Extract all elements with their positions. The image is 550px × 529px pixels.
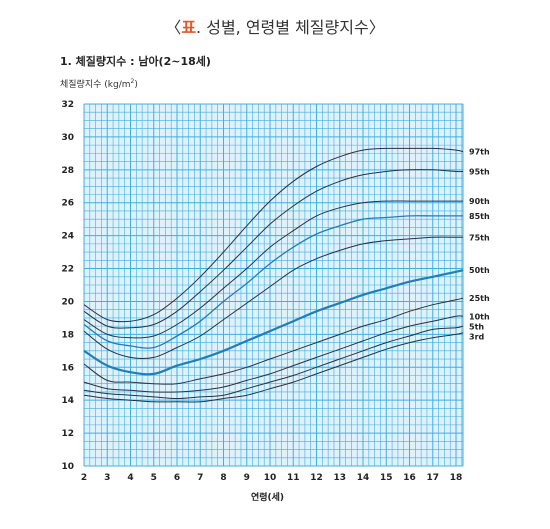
curve-90th: [83, 200, 463, 339]
y-axis-title-sup: 2: [130, 78, 135, 85]
y-tick-26: 26: [61, 199, 74, 209]
x-tick-5: 5: [151, 473, 157, 483]
percentile-curves: [83, 147, 464, 403]
y-tick-32: 32: [61, 100, 74, 110]
x-tick-7: 7: [197, 473, 203, 483]
x-axis-ticks: 2 3 4 5 6 7 8 9 10 11 12 13 14 15 16 17 18: [81, 473, 462, 483]
x-tick-17: 17: [427, 473, 440, 483]
y-axis-title-text: 체질량지수 (kg/m: [60, 80, 131, 90]
x-tick-18: 18: [450, 473, 463, 483]
x-tick-13: 13: [334, 473, 347, 483]
y-tick-12: 12: [61, 429, 74, 439]
major-grid: [83, 103, 464, 467]
y-tick-18: 18: [61, 330, 74, 340]
section-title: 1. 체질량지수 : 남아(2~18세): [60, 55, 211, 68]
label-50th: 50th: [469, 266, 490, 275]
x-tick-2: 2: [81, 473, 87, 483]
label-10th: 10th: [469, 312, 490, 321]
page-title: 〈표. 성별, 연령별 체질량지수〉: [0, 14, 550, 38]
x-tick-11: 11: [287, 473, 300, 483]
label-75th: 75th: [469, 233, 490, 242]
curve-25th: [83, 297, 464, 385]
y-tick-16: 16: [61, 363, 74, 373]
title-accent: 표: [181, 18, 197, 37]
x-tick-6: 6: [174, 473, 180, 483]
curve-5th: [83, 325, 464, 400]
y-tick-28: 28: [61, 166, 74, 176]
y-axis-title-close: ): [134, 80, 138, 90]
x-tick-10: 10: [264, 473, 277, 483]
label-95th: 95th: [469, 168, 490, 177]
y-tick-30: 30: [61, 133, 74, 143]
label-85th: 85th: [469, 212, 490, 221]
x-tick-14: 14: [357, 473, 370, 483]
curve-95th: [83, 169, 464, 329]
y-tick-20: 20: [61, 297, 74, 307]
x-tick-12: 12: [310, 473, 323, 483]
curve-10th: [83, 315, 464, 393]
y-axis-ticks: 10 12 14 16 18 20 22 24 26 28 30 32: [61, 100, 74, 472]
x-tick-4: 4: [127, 473, 133, 483]
x-tick-9: 9: [244, 473, 250, 483]
curve-85th: [83, 215, 464, 349]
x-tick-15: 15: [380, 473, 393, 483]
curve-75th: [83, 236, 463, 360]
bracket-open: 〈: [165, 18, 182, 37]
curve-50th: [83, 269, 464, 376]
y-tick-22: 22: [61, 265, 74, 275]
x-axis-title: 연령(세): [251, 491, 284, 503]
curve-3rd: [83, 332, 464, 403]
y-tick-24: 24: [61, 232, 74, 242]
x-tick-3: 3: [104, 473, 110, 483]
x-tick-8: 8: [220, 473, 226, 483]
label-25th: 25th: [469, 294, 490, 303]
title-text: . 성별, 연령별 체질량지수: [196, 18, 369, 37]
y-tick-10: 10: [61, 462, 74, 472]
label-97th: 97th: [469, 148, 490, 157]
label-90th: 90th: [469, 197, 490, 206]
curve-97th: [83, 147, 464, 323]
label-3rd: 3rd: [469, 332, 485, 341]
y-tick-14: 14: [61, 396, 74, 406]
y-axis-title: 체질량지수 (kg/m2): [60, 77, 138, 90]
bracket-close: 〉: [368, 18, 385, 37]
x-tick-16: 16: [403, 473, 416, 483]
label-5th: 5th: [469, 322, 484, 331]
